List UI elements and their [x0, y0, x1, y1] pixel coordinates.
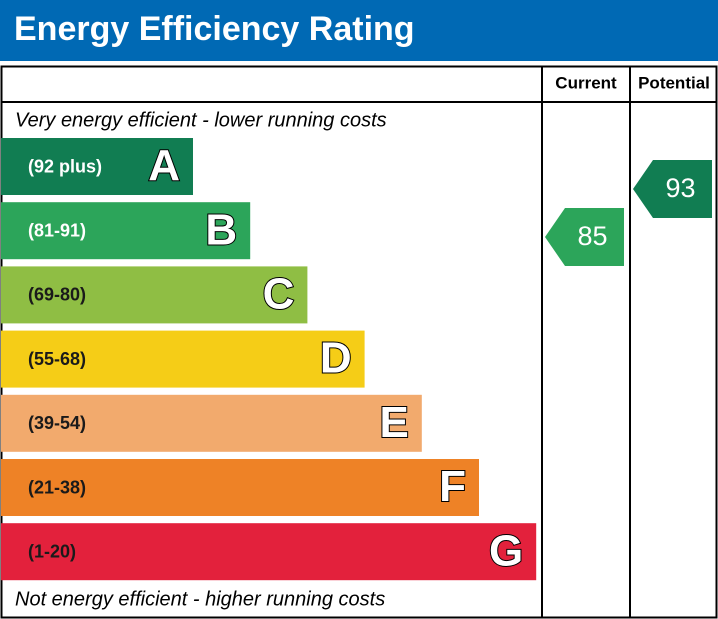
rating-value: 93 — [665, 173, 695, 203]
band-range: (92 plus) — [28, 156, 102, 176]
band-letter: B — [205, 205, 237, 254]
band-range: (1-20) — [28, 541, 76, 561]
band-letter: D — [320, 334, 352, 383]
band-letter: C — [263, 270, 295, 319]
bottom-note: Not energy efficient - higher running co… — [15, 588, 385, 610]
rating-value: 85 — [577, 221, 607, 251]
band-bar — [1, 138, 193, 195]
band-range: (39-54) — [28, 413, 86, 433]
band-range: (55-68) — [28, 349, 86, 369]
band-bar — [1, 330, 365, 388]
band-bar — [1, 202, 251, 260]
rating-arrow — [545, 208, 624, 266]
band-bar — [1, 523, 537, 581]
band-range: (69-80) — [28, 285, 86, 305]
band-range: (21-38) — [28, 477, 86, 497]
title: Energy Efficiency Rating — [14, 10, 415, 48]
band-bar — [1, 394, 422, 452]
top-note: Very energy efficient - lower running co… — [15, 109, 387, 131]
current-header: Current — [555, 73, 617, 92]
band-letter: G — [489, 526, 523, 575]
potential-header: Potential — [638, 73, 710, 92]
title-bar — [0, 0, 718, 61]
band-letter: F — [439, 462, 466, 511]
rating-arrow — [633, 160, 712, 218]
band-letter: A — [148, 141, 180, 190]
band-bar — [1, 459, 479, 516]
band-letter: E — [379, 398, 408, 447]
band-range: (81-91) — [28, 220, 86, 240]
band-bar — [1, 266, 308, 324]
